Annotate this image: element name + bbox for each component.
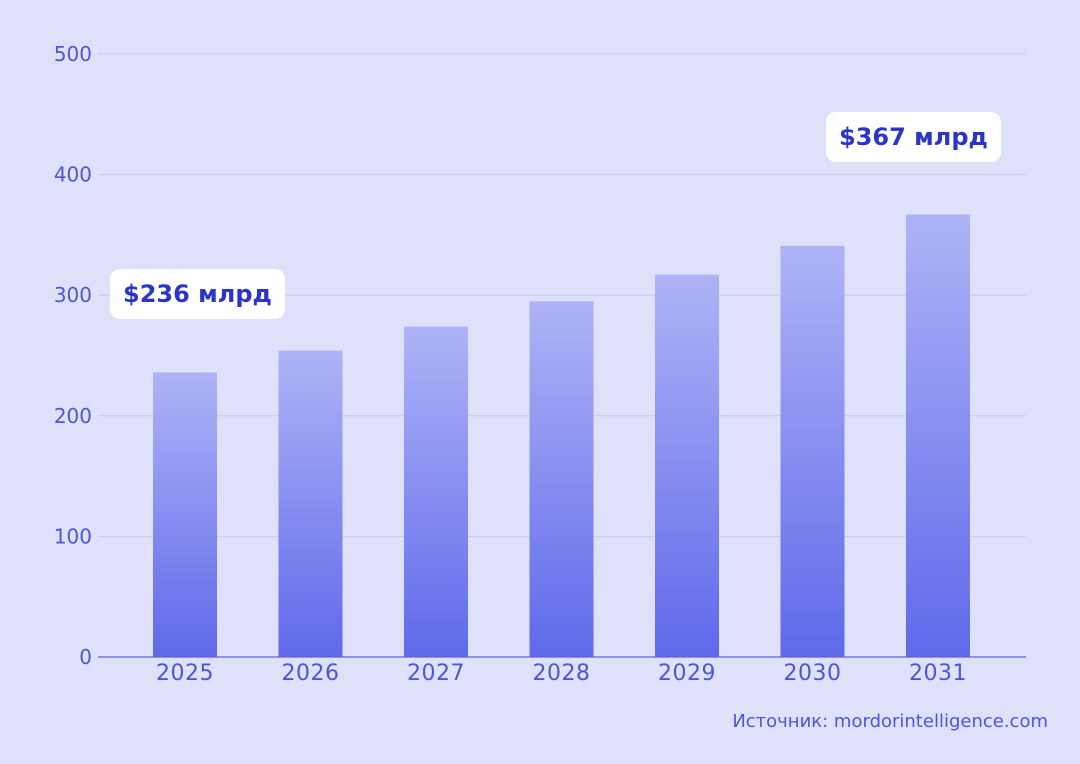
y-tick-label: 300 — [54, 283, 92, 307]
y-axis-ticks: 0 100 200 300 400 500 — [54, 42, 92, 669]
bar-2027 — [404, 326, 468, 657]
bar-2025 — [153, 372, 217, 657]
annotation-first-value: $236 млрд — [110, 269, 285, 319]
bar-2031 — [906, 214, 970, 657]
y-tick-label: 500 — [54, 42, 92, 66]
x-tick-label: 2029 — [658, 661, 716, 686]
x-tick-label: 2025 — [156, 661, 214, 686]
bar-2029 — [655, 274, 719, 657]
x-tick-label: 2031 — [909, 661, 967, 686]
bars — [153, 214, 970, 657]
y-tick-label: 200 — [54, 404, 92, 428]
x-axis-ticks: 2025 2026 2027 2028 2029 2030 2031 — [156, 661, 967, 686]
x-tick-label: 2030 — [784, 661, 842, 686]
source-caption: Источник: mordorintelligence.com — [732, 711, 1048, 732]
x-tick-label: 2027 — [407, 661, 465, 686]
y-tick-label: 400 — [54, 163, 92, 187]
bar-2026 — [278, 350, 343, 657]
x-tick-label: 2028 — [533, 661, 591, 686]
y-tick-label: 0 — [79, 645, 92, 669]
bar-2030 — [780, 245, 845, 657]
x-tick-label: 2026 — [282, 661, 340, 686]
y-tick-label: 100 — [54, 524, 92, 548]
annotation-last-value: $367 млрд — [826, 112, 1001, 162]
bar-2028 — [529, 301, 594, 657]
